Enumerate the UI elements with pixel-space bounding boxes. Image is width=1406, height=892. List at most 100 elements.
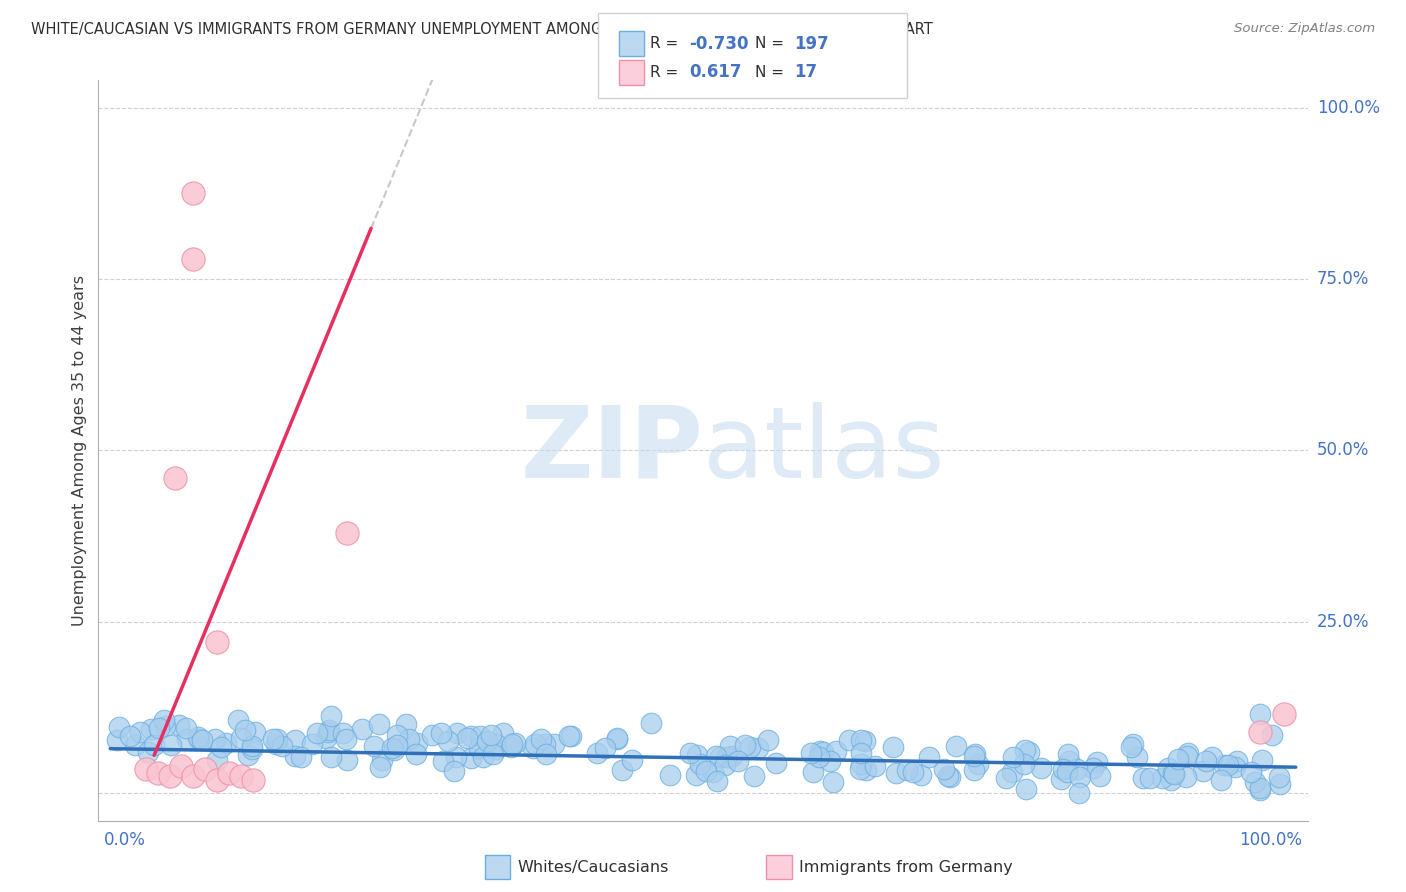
Point [1216,758,1239,772]
Point [370,760,392,774]
Point [536,747,558,761]
Point [1261,728,1284,742]
Point [1175,770,1198,784]
Point [321,708,343,723]
Point [932,762,955,776]
Point [443,764,465,778]
Point [963,763,986,777]
Point [479,728,502,742]
Point [543,737,565,751]
Point [1213,757,1236,772]
Point [233,723,256,737]
Point [734,739,756,753]
Point [264,737,287,751]
Point [853,733,876,747]
Point [1175,748,1198,763]
Point [229,769,252,783]
Point [468,741,491,756]
Point [962,749,984,764]
Point [218,765,240,780]
Point [1069,770,1091,784]
Point [910,768,932,782]
Point [1015,782,1038,797]
Point [1177,746,1199,760]
Point [135,762,157,776]
Point [215,736,238,750]
Point [801,764,824,779]
Point [689,756,711,771]
Text: 17: 17 [794,63,817,81]
Point [612,763,634,777]
Point [1192,764,1215,779]
Point [1119,740,1142,755]
Point [640,715,662,730]
Point [136,745,159,759]
Point [824,744,846,758]
Point [945,739,967,753]
Point [721,748,744,763]
Point [1195,754,1218,768]
Point [446,726,468,740]
Point [1272,707,1295,722]
Point [181,769,204,783]
Point [1056,764,1078,779]
Point [159,769,181,783]
Point [709,750,731,764]
Point [1057,747,1080,761]
Point [240,742,263,756]
Point [444,749,467,764]
Point [849,746,872,760]
Point [290,750,312,764]
Point [284,732,307,747]
Point [107,720,129,734]
Point [1157,762,1180,776]
Point [820,754,842,768]
Point [129,724,152,739]
Point [1014,743,1036,757]
Point [560,729,582,743]
Point [242,772,264,787]
Point [1240,764,1263,779]
Point [194,762,217,776]
Point [305,726,328,740]
Point [849,756,872,771]
Point [1001,764,1024,779]
Point [477,734,499,748]
Point [718,739,741,754]
Point [884,765,907,780]
Point [243,725,266,739]
Point [1209,773,1232,788]
Point [387,727,409,741]
Point [174,721,197,735]
Point [332,726,354,740]
Point [262,731,284,746]
Point [363,739,385,753]
Point [170,759,193,773]
Point [336,525,359,540]
Point [896,763,918,777]
Point [205,635,228,649]
Point [370,753,392,767]
Point [321,750,343,764]
Point [405,747,427,761]
Point [143,738,166,752]
Point [385,739,408,753]
Point [315,731,337,745]
Text: R =: R = [650,65,683,79]
Point [758,733,780,747]
Point [918,750,941,764]
Point [903,765,925,780]
Point [181,186,204,201]
Point [821,775,844,789]
Text: ZIP: ZIP [520,402,703,499]
Point [207,753,229,767]
Point [1226,755,1249,769]
Point [524,737,547,751]
Text: 25.0%: 25.0% [1317,613,1369,631]
Point [468,729,491,743]
Point [593,740,616,755]
Point [367,717,389,731]
Point [139,722,162,736]
Point [1244,774,1267,789]
Point [1160,773,1182,788]
